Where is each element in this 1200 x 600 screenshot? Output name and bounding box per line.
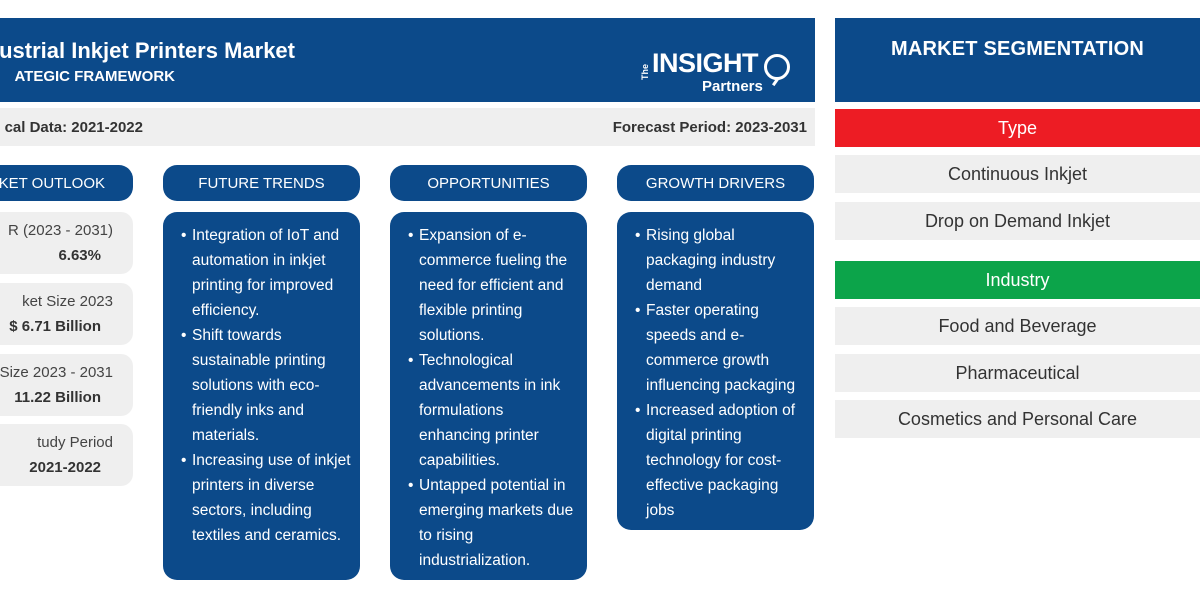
growth-drivers-heading: GROWTH DRIVERS (617, 165, 814, 201)
growth-driver-item: Rising global packaging industry demand (635, 223, 806, 298)
forecast-period: Forecast Period: 2023-2031 (612, 119, 807, 136)
opportunities-heading: OPPORTUNITIES (390, 165, 587, 201)
outlook-label: R (2023 - 2031) (7, 222, 113, 239)
report-title: ustrial Inkjet Printers Market (0, 38, 295, 63)
segmentation-header: MARKET SEGMENTATION (835, 18, 1200, 102)
future-trends-card: Integration of IoT and automation in ink… (163, 212, 360, 580)
future-trends-heading: FUTURE TRENDS (163, 165, 360, 201)
growth-driver-item: Increased adoption of digital printing t… (635, 398, 806, 523)
segment-item: Pharmaceutical (835, 354, 1200, 392)
segment-type-heading: Type (835, 109, 1200, 147)
market-outlook-heading: KET OUTLOOK (0, 165, 133, 201)
outlook-value: 11.22 Billion (14, 389, 101, 406)
growth-drivers-card: Rising global packaging industry demand … (617, 212, 814, 530)
future-trend-item: Increasing use of inkjet printers in div… (181, 448, 352, 548)
outlook-label: Size 2023 - 2031 (0, 364, 113, 381)
growth-driver-item: Faster operating speeds and e-commerce g… (635, 298, 806, 398)
insight-partners-logo: The INSIGHT Partners (640, 46, 800, 102)
segment-item: Drop on Demand Inkjet (835, 202, 1200, 240)
outlook-label: tudy Period (37, 434, 113, 451)
outlook-value: 6.63% (58, 247, 101, 264)
future-trend-item: Integration of IoT and automation in ink… (181, 223, 352, 323)
report-header: ustrial Inkjet Printers Market ATEGIC FR… (0, 18, 815, 102)
report-subtitle: ATEGIC FRAMEWORK (14, 68, 175, 85)
segment-item: Food and Beverage (835, 307, 1200, 345)
segment-industry-heading: Industry (835, 261, 1200, 299)
outlook-study-period: tudy Period 2021-2022 (0, 424, 133, 486)
opportunities-card: Expansion of e-commerce fueling the need… (390, 212, 587, 580)
outlook-market-size-forecast: Size 2023 - 2031 11.22 Billion (0, 354, 133, 416)
outlook-value: 2021-2022 (29, 459, 101, 476)
historical-period: cal Data: 2021-2022 (4, 119, 143, 136)
outlook-label: ket Size 2023 (22, 293, 113, 310)
period-bar: cal Data: 2021-2022 Forecast Period: 202… (0, 108, 815, 146)
segmentation-title: MARKET SEGMENTATION (890, 38, 1145, 60)
opportunity-item: Technological advancements in ink formul… (408, 348, 579, 473)
outlook-value: $ 6.71 Billion (9, 318, 101, 335)
segment-item: Continuous Inkjet (835, 155, 1200, 193)
logo-the-text: The (640, 63, 650, 80)
opportunity-item: Expansion of e-commerce fueling the need… (408, 223, 579, 348)
outlook-cagr: R (2023 - 2031) 6.63% (0, 212, 133, 274)
future-trend-item: Shift towards sustainable printing solut… (181, 323, 352, 448)
outlook-market-size-2023: ket Size 2023 $ 6.71 Billion (0, 283, 133, 345)
logo-insight-text: INSIGHT (652, 48, 759, 78)
segment-item: Cosmetics and Personal Care (835, 400, 1200, 438)
logo-partners-text: Partners (702, 78, 763, 95)
opportunity-item: Untapped potential in emerging markets d… (408, 473, 579, 573)
logo-ring-icon (764, 54, 790, 80)
